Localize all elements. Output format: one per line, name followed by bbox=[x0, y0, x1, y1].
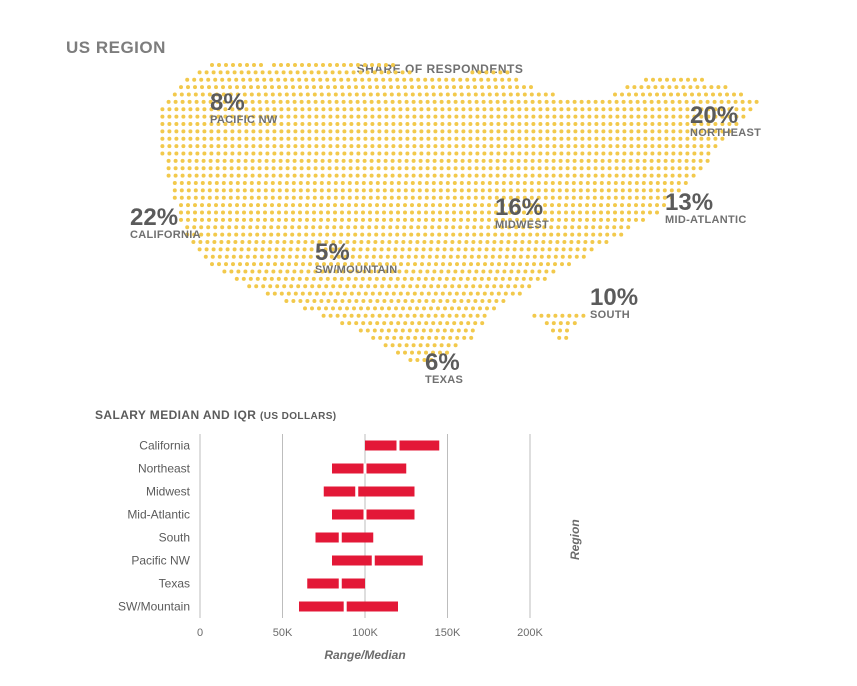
svg-text:South: South bbox=[159, 531, 190, 545]
region-label: 13%MID-ATLANTIC bbox=[665, 190, 747, 227]
svg-text:SW/Mountain: SW/Mountain bbox=[118, 600, 190, 614]
region-label: 20%NORTHEAST bbox=[690, 103, 761, 140]
region-label: 5%SW/MOUNTAIN bbox=[315, 240, 398, 277]
svg-text:50K: 50K bbox=[273, 627, 293, 639]
region-pct: 6% bbox=[425, 350, 463, 375]
region-pct: 5% bbox=[315, 240, 398, 265]
region-pct: 13% bbox=[665, 190, 747, 215]
svg-text:Pacific NW: Pacific NW bbox=[131, 554, 190, 568]
svg-text:200K: 200K bbox=[517, 627, 543, 639]
region-pct: 22% bbox=[130, 205, 201, 230]
region-name: NORTHEAST bbox=[690, 128, 761, 140]
svg-text:California: California bbox=[139, 439, 190, 453]
y-axis-caption: Region bbox=[568, 519, 582, 560]
svg-text:Northeast: Northeast bbox=[138, 462, 191, 476]
region-pct: 8% bbox=[210, 90, 278, 115]
chart-title-main: SALARY MEDIAN AND IQR bbox=[95, 408, 256, 422]
region-name: MID-ATLANTIC bbox=[665, 215, 747, 227]
svg-text:150K: 150K bbox=[435, 627, 461, 639]
region-name: SW/MOUNTAIN bbox=[315, 265, 398, 277]
region-pct: 20% bbox=[690, 103, 761, 128]
region-name: TEXAS bbox=[425, 375, 463, 387]
salary-iqr-chart: SALARY MEDIAN AND IQR (US DOLLARS) 0 50K 1… bbox=[95, 408, 555, 662]
region-name: SOUTH bbox=[590, 310, 638, 322]
region-name: PACIFIC NW bbox=[210, 115, 278, 127]
x-axis-caption: Range/Median bbox=[200, 648, 530, 662]
region-label: 10%SOUTH bbox=[590, 285, 638, 322]
us-map: 8%PACIFIC NW20%NORTHEAST22%CALIFORNIA16%… bbox=[150, 55, 770, 385]
region-label: 16%MIDWEST bbox=[495, 195, 549, 232]
svg-text:0: 0 bbox=[197, 627, 203, 639]
svg-text:Midwest: Midwest bbox=[146, 485, 191, 499]
region-label: 6%TEXAS bbox=[425, 350, 463, 387]
chart-title-unit: (US DOLLARS) bbox=[260, 411, 336, 422]
svg-text:Mid-Atlantic: Mid-Atlantic bbox=[127, 508, 190, 522]
region-pct: 10% bbox=[590, 285, 638, 310]
region-name: MIDWEST bbox=[495, 220, 549, 232]
region-label: 8%PACIFIC NW bbox=[210, 90, 278, 127]
iqr-plot: 0 50K 100K 150K 200K California Northeast Midwe… bbox=[95, 422, 555, 648]
svg-text:Texas: Texas bbox=[159, 577, 190, 591]
svg-text:100K: 100K bbox=[352, 627, 378, 639]
region-label: 22%CALIFORNIA bbox=[130, 205, 201, 242]
region-pct: 16% bbox=[495, 195, 549, 220]
region-name: CALIFORNIA bbox=[130, 230, 201, 242]
chart-title: SALARY MEDIAN AND IQR (US DOLLARS) bbox=[95, 408, 555, 422]
